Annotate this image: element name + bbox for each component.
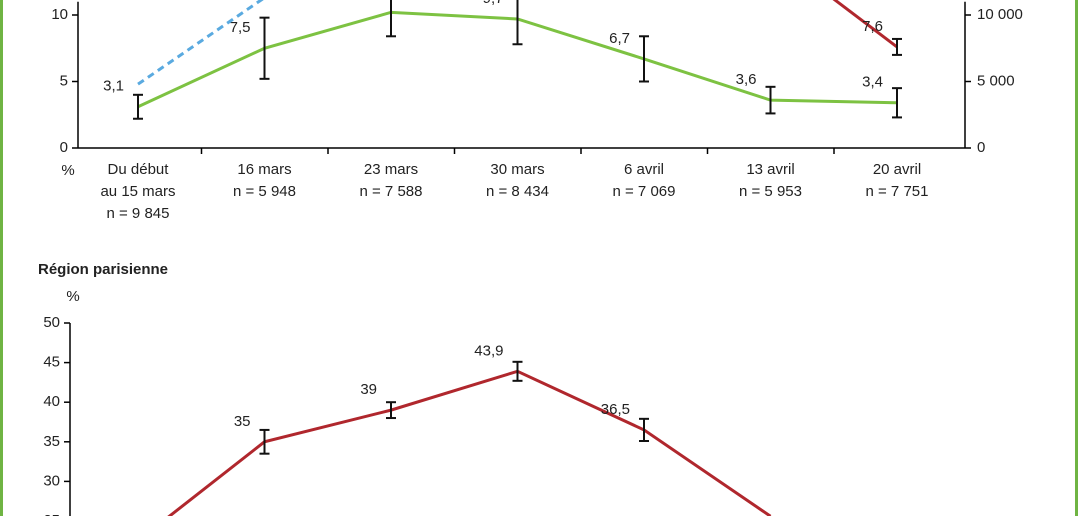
- x-tick-label: 20 avril: [873, 161, 921, 178]
- x-tick-label: Du début: [108, 161, 170, 178]
- y2-tick-label: 0: [977, 139, 985, 156]
- data-label: 3,1: [103, 78, 124, 95]
- series-line: [167, 369, 772, 516]
- x-tick-label: n = 8 434: [486, 183, 549, 200]
- series-line: [832, 0, 898, 49]
- x-tick-label: au 15 mars: [100, 183, 175, 200]
- x-tick-label: n = 7 751: [866, 183, 929, 200]
- x-tick-label: n = 7 588: [360, 183, 423, 200]
- x-tick-label: 13 avril: [746, 161, 794, 178]
- x-tick-label: n = 5 948: [233, 183, 296, 200]
- y-tick-label: 25: [43, 512, 60, 516]
- data-label: 36,5: [601, 401, 630, 418]
- data-label: 39: [360, 381, 377, 398]
- y2-tick-label: 5 000: [977, 72, 1015, 89]
- data-label: 43,9: [474, 342, 503, 359]
- data-label: 9,7: [483, 0, 504, 7]
- y2-tick-label: 10 000: [977, 6, 1023, 23]
- x-tick-label: 30 mars: [490, 161, 544, 178]
- series-line: [137, 0, 264, 86]
- y-tick-label: 5: [60, 72, 68, 89]
- y-tick-label: 50: [43, 314, 60, 331]
- x-tick-label: 23 mars: [364, 161, 418, 178]
- x-tick-label: n = 7 069: [613, 183, 676, 200]
- data-label: 7,6: [862, 18, 883, 35]
- x-tick-label: n = 5 953: [739, 183, 802, 200]
- y-axis-label: %: [61, 162, 74, 179]
- x-tick-label: 16 mars: [237, 161, 291, 178]
- y-tick-label: 10: [51, 6, 68, 23]
- data-label: 35: [234, 413, 251, 430]
- y-tick-label: 35: [43, 433, 60, 450]
- y-tick-label: 40: [43, 393, 60, 410]
- x-tick-label: 6 avril: [624, 161, 664, 178]
- data-label: 7,5: [230, 19, 251, 36]
- y-tick-label: 0: [60, 139, 68, 156]
- data-label: 3,6: [736, 71, 757, 88]
- data-label: 6,7: [609, 30, 630, 47]
- x-tick-label: n = 9 845: [107, 205, 170, 222]
- y-tick-label: 45: [43, 354, 60, 371]
- chart-title: Région parisienne: [38, 261, 168, 278]
- y-tick-label: 30: [43, 472, 60, 489]
- y-axis-label: %: [66, 288, 79, 305]
- data-label: 3,4: [862, 74, 883, 91]
